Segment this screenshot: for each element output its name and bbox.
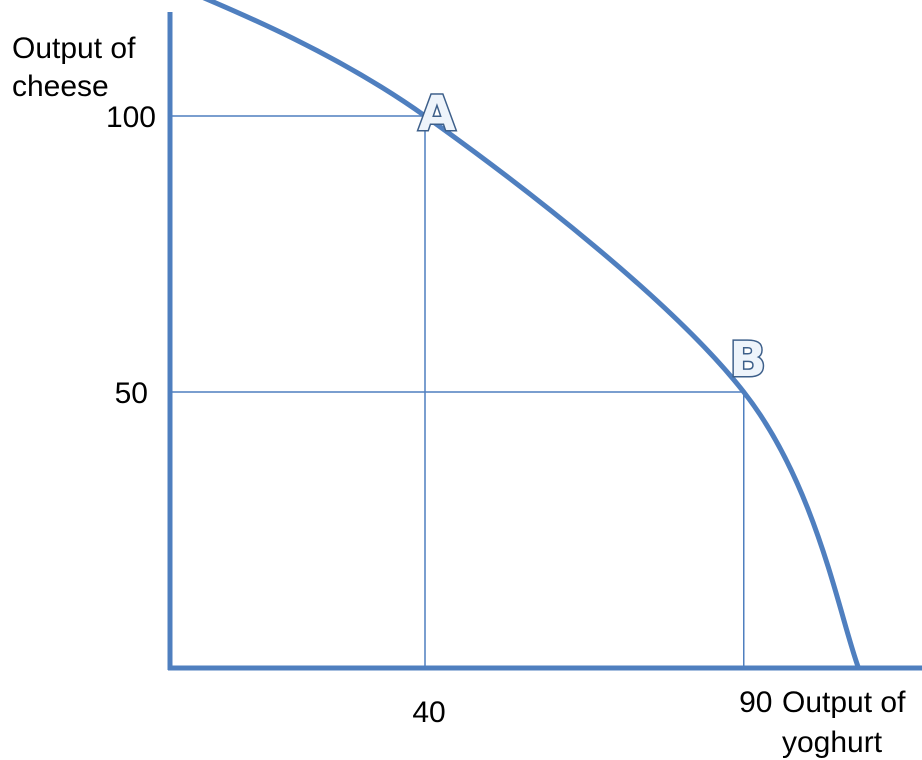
y-tick-label-100: 100 [106, 101, 156, 134]
x-tick-label-90: 90 [739, 686, 772, 719]
x-axis-label-line-1: Output of [782, 686, 906, 719]
x-axis-label-line-2: yoghurt [782, 726, 883, 759]
y-tick-label-50: 50 [115, 377, 148, 410]
y-axis-label-line-2: cheese [12, 70, 109, 103]
point-label-a: A [418, 86, 455, 142]
x-tick-label-40: 40 [412, 696, 445, 729]
production-possibility-curve [202, 0, 861, 671]
y-axis-label-line-1: Output of [12, 32, 136, 65]
point-label-b: B [729, 332, 766, 388]
